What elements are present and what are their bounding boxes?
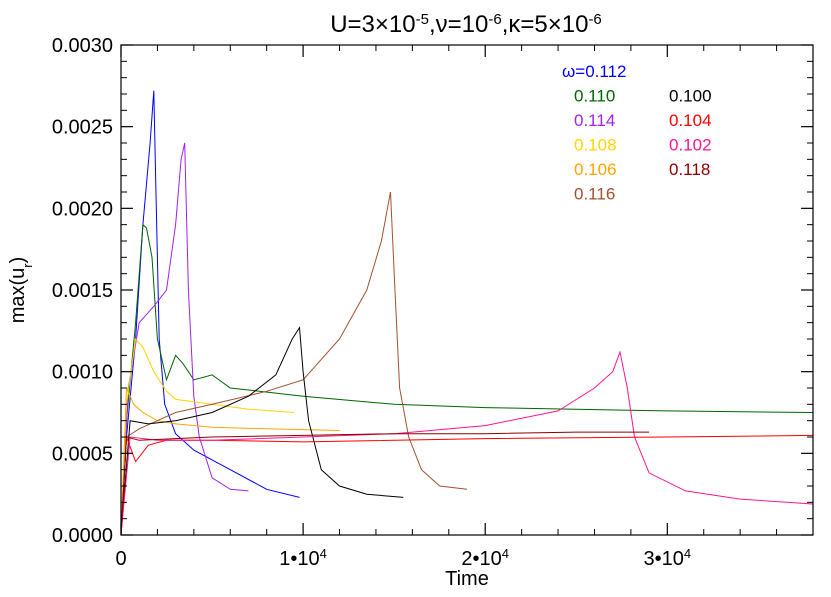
y-tick-label: 0.0015 [52,280,113,302]
axis-labels: Time max(ur) [7,257,489,590]
y-tick-label: 0.0010 [52,362,113,384]
y-tick-label: 0.0020 [52,198,113,220]
legend-entry: 0.104 [669,111,712,130]
series-line [120,434,814,536]
title-text: U=3×10-5,ν=10-6,κ=5×10-6 [330,11,602,39]
title-part: -6 [588,11,601,28]
title-part: ,κ=5×10 [502,11,589,38]
series-line [120,431,650,536]
y-tick-label: 0.0030 [52,35,113,57]
legend-entry: 0.110 [574,87,615,106]
legend-entry: 0.116 [574,185,615,204]
series-line [120,387,340,536]
axis-ticks: 0 1•104 2•104 3•104 0.0000 0.0005 0.0010 0.0015… [52,35,813,570]
legend: ω=0.112 0.110 0.114 0.108 0.106 0.116 0.100 0.1… [562,62,712,204]
x-axis-label: Time [445,568,489,590]
series-line [120,142,249,536]
legend-entry: 0.114 [574,111,615,130]
series-line [120,223,814,536]
legend-entry: 0.106 [574,160,617,179]
x-tick-label: 2•104 [461,546,509,571]
legend-entry: 0.118 [669,160,710,179]
y-tick-label: 0.0000 [52,525,113,547]
x-tick-label: 0 [115,548,126,570]
title-part: U=3×10 [330,11,415,38]
y-tick-label: 0.0005 [52,443,113,465]
legend-entry: 0.100 [669,87,712,106]
legend-entry: 0.102 [669,136,712,155]
x-tick-label: 1•104 [279,546,327,571]
title-part: -5 [416,11,429,28]
legend-entry: 0.108 [574,136,617,155]
x-tick-label: 3•104 [644,546,692,571]
chart-title: U=3×10-5,ν=10-6,κ=5×10-6 [330,11,602,39]
y-axis-label: max(ur) [7,257,35,324]
series-group [120,90,814,536]
series-line [120,326,404,536]
title-part: -6 [488,11,501,28]
series-line [120,350,814,536]
series-line [120,90,300,536]
legend-entry: ω=0.112 [562,62,626,81]
title-part: ,ν=10 [429,11,488,38]
y-tick-label: 0.0025 [52,117,113,139]
series-line [120,191,468,536]
